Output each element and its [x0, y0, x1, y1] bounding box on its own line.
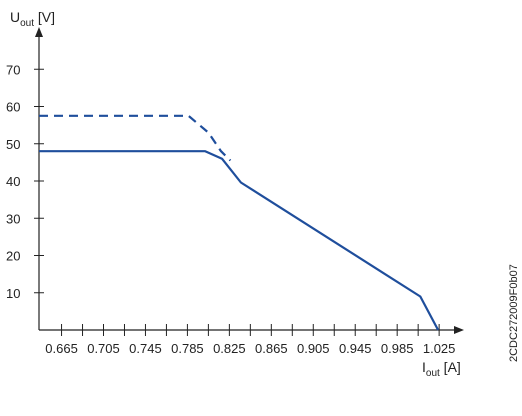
y-axis: Uout [V] 10 20 30 40 50 60 70 — [6, 9, 55, 330]
series-line-solid — [39, 150, 440, 331]
y-tick-label: 10 — [6, 286, 20, 301]
series-line-dashed — [39, 114, 232, 162]
series-layer — [39, 114, 440, 331]
y-tick-label: 20 — [6, 249, 20, 264]
x-axis-arrow — [454, 326, 464, 334]
y-ticks: 10 20 30 40 50 60 70 — [6, 62, 44, 301]
x-tick-label: 0.865 — [255, 341, 288, 356]
y-tick-label: 40 — [6, 174, 20, 189]
x-tick-label: 0.905 — [297, 341, 330, 356]
y-axis-arrow — [35, 27, 43, 37]
y-tick-label: 30 — [6, 211, 20, 226]
y-tick-label: 50 — [6, 137, 20, 152]
x-tick-label: 0.985 — [381, 341, 414, 356]
x-tick-label: 1.025 — [423, 341, 456, 356]
x-tick-label: 0.665 — [45, 341, 78, 356]
y-axis-title-main: U — [10, 9, 20, 25]
x-ticks: 0.665 0.705 0.745 0.785 0.825 0.865 0.905 0.945… — [45, 324, 455, 356]
y-tick-label: 70 — [6, 62, 20, 77]
x-axis-title: Iout [A] — [422, 359, 461, 379]
x-axis-title-main: I — [422, 359, 426, 375]
x-axis-title-sub: out — [426, 368, 440, 379]
x-axis-title-unit: [A] — [440, 359, 461, 375]
reference-code: 2CDC272009F0b07 — [508, 264, 520, 362]
y-axis-title-unit: [V] — [34, 9, 55, 25]
x-tick-label: 0.825 — [213, 341, 246, 356]
x-tick-label: 0.705 — [87, 341, 120, 356]
y-axis-title: Uout [V] — [10, 9, 55, 29]
x-tick-label: 0.785 — [171, 341, 204, 356]
y-axis-title-sub: out — [20, 18, 34, 29]
x-axis: Iout [A] 0.665 0.705 0.745 0.785 0.825 0.865 0… — [39, 324, 464, 379]
x-tick-label: 0.745 — [129, 341, 162, 356]
y-tick-label: 60 — [6, 100, 20, 115]
x-tick-label: 0.945 — [339, 341, 372, 356]
